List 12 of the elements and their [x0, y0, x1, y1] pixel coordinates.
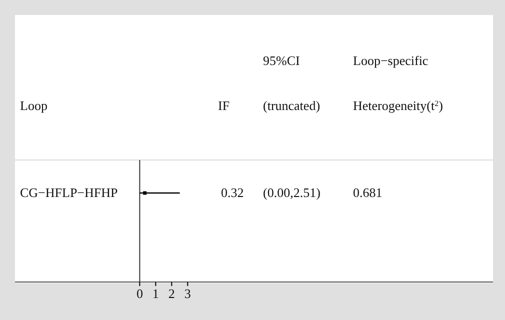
x-tick-label: 1	[152, 286, 159, 302]
x-tick-label: 3	[184, 286, 191, 302]
x-tick-label: 2	[168, 286, 175, 302]
text: 95%CI (truncated)	[263, 53, 320, 113]
y-tick-label: CG−HFLP−HFHP	[20, 185, 118, 200]
text: Loop−specific Heterogeneity(t$^{2}$)	[353, 53, 443, 113]
annotation: 0.681	[353, 185, 382, 200]
y-axis-title: Loop	[20, 98, 48, 113]
text: IF	[218, 98, 230, 113]
x-tick-label: 0	[136, 286, 143, 302]
annotation: 0.32	[221, 185, 244, 200]
annotation: (0.00,2.51)	[263, 185, 320, 200]
